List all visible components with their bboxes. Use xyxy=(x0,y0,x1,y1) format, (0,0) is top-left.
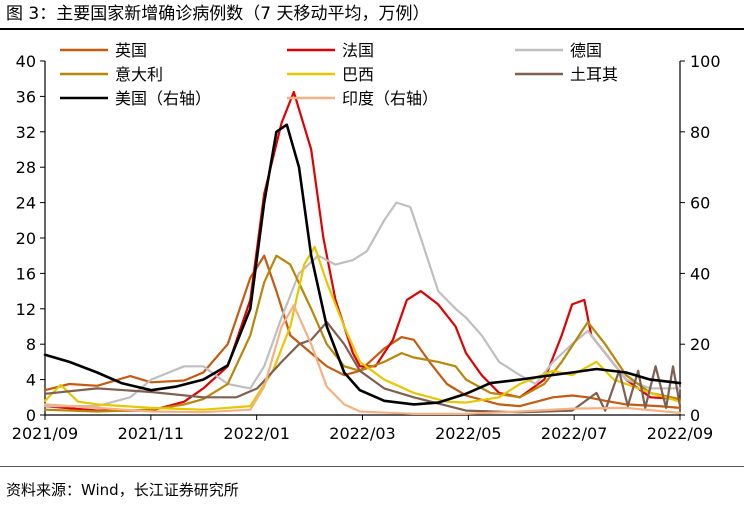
series-line xyxy=(43,254,682,409)
y-left-tick-label: 12 xyxy=(16,300,36,319)
figure-title: 图 3：主要国家新增确诊病例数（7 天移动平均，万例） xyxy=(6,4,430,24)
chart-axes: 0 4 8 12 16 20 24 28 32 36 40 0 20 40 60 80 100 2021/09 20… xyxy=(12,52,721,443)
y-left-tick-label: 16 xyxy=(16,264,36,283)
legend-label: 法国 xyxy=(342,41,374,60)
legend-label: 意大利 xyxy=(115,65,163,84)
y-left-tick-label: 28 xyxy=(16,158,36,177)
y-right-tick-label: 20 xyxy=(690,335,710,354)
x-tick-label: 2021/11 xyxy=(118,424,184,443)
legend-label: 英国 xyxy=(115,41,147,60)
y-left-tick-label: 36 xyxy=(16,87,36,106)
x-tick-label: 2022/05 xyxy=(435,424,501,443)
series-line xyxy=(43,201,682,408)
series-line xyxy=(43,321,682,414)
y-left-tick-label: 4 xyxy=(26,371,36,390)
y-left-tick-label: 40 xyxy=(16,52,36,71)
y-left-tick-label: 24 xyxy=(16,194,36,213)
line-chart: 0 4 8 12 16 20 24 28 32 36 40 0 20 40 60 80 100 2021/09 20… xyxy=(12,41,721,443)
y-right-tick-label: 40 xyxy=(690,264,710,283)
series-line xyxy=(43,90,682,412)
y-left-tick-label: 20 xyxy=(16,229,36,248)
y-right-tick-label: 80 xyxy=(690,123,710,142)
y-left-tick-label: 8 xyxy=(26,335,36,354)
x-tick-label: 2022/09 xyxy=(647,424,713,443)
chart-plot-area xyxy=(43,90,682,415)
y-right-tick-label: 60 xyxy=(690,194,710,213)
legend-label: 土耳其 xyxy=(570,65,618,84)
legend-label: 德国 xyxy=(570,41,602,60)
series-line xyxy=(43,245,682,411)
x-tick-label: 2021/09 xyxy=(12,424,78,443)
title-rule xyxy=(0,28,744,30)
y-left-tick-label: 32 xyxy=(16,123,36,142)
legend-label: 美国（右轴） xyxy=(115,89,211,108)
source-rule xyxy=(0,466,744,467)
x-tick-label: 2022/01 xyxy=(223,424,289,443)
legend-label: 巴西 xyxy=(342,65,374,84)
series-line xyxy=(43,123,682,406)
legend-label: 印度（右轴） xyxy=(342,89,438,108)
series-line xyxy=(43,304,682,415)
source-note: 资料来源：Wind，长江证券研究所 xyxy=(6,481,239,499)
x-tick-label: 2022/03 xyxy=(329,424,395,443)
y-left-tick-label: 0 xyxy=(26,406,36,425)
y-right-tick-label: 100 xyxy=(690,52,721,71)
series-line xyxy=(43,254,682,413)
y-right-tick-label: 0 xyxy=(690,406,700,425)
x-tick-label: 2022/07 xyxy=(541,424,607,443)
